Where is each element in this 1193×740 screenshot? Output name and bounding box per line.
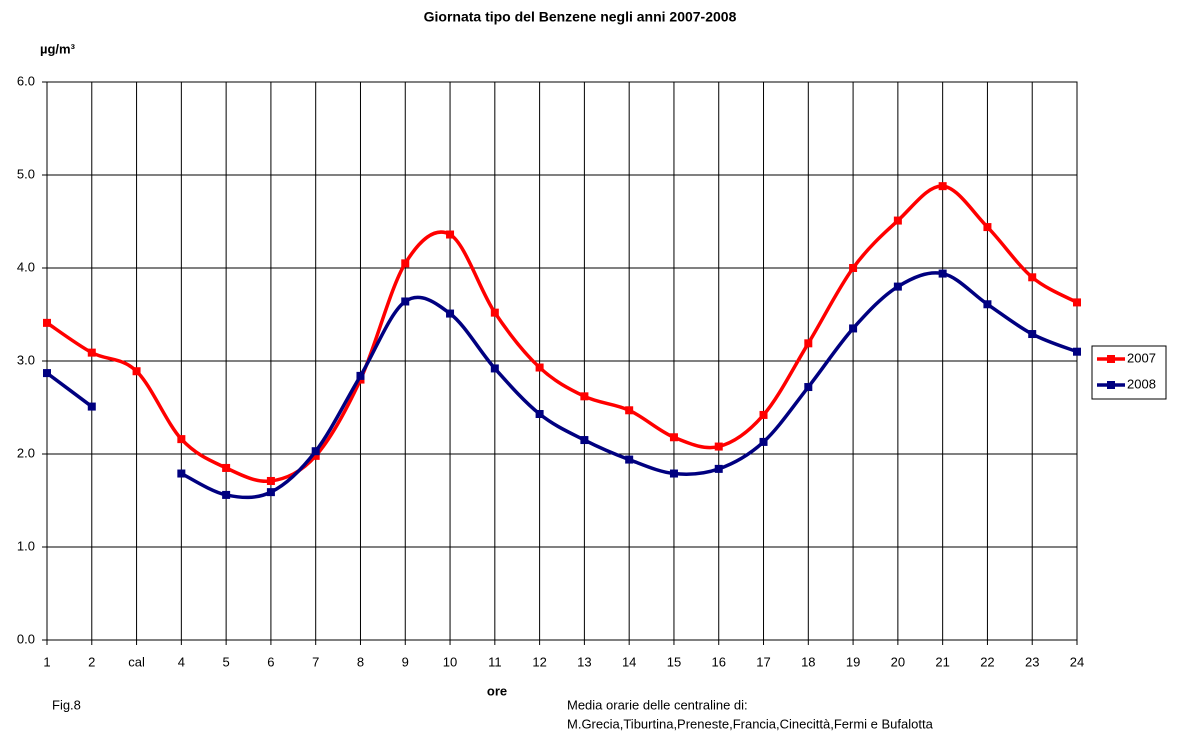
- y-tick-label: 2.0: [17, 445, 35, 460]
- x-tick-label: 6: [267, 654, 274, 669]
- legend-marker: [1107, 355, 1115, 363]
- marker: [625, 406, 634, 415]
- marker: [849, 264, 858, 272]
- legend-label: 2008: [1127, 376, 1156, 391]
- y-tick-label: 3.0: [17, 352, 35, 367]
- marker: [311, 451, 320, 460]
- marker: [983, 223, 992, 232]
- marker: [535, 410, 544, 419]
- marker: [266, 476, 275, 485]
- marker: [401, 297, 410, 306]
- marker: [983, 300, 992, 309]
- marker: [132, 367, 141, 376]
- x-tick-label: 20: [891, 654, 905, 669]
- marker: [714, 442, 723, 451]
- y-tick-label: 4.0: [17, 259, 35, 274]
- marker: [625, 455, 634, 464]
- x-tick-label: 12: [532, 654, 546, 669]
- x-tick-label: 19: [846, 654, 860, 669]
- legend-marker: [1107, 381, 1115, 389]
- x-tick-label: 13: [577, 654, 591, 669]
- note: Media orarie delle centraline di:: [567, 697, 748, 712]
- marker: [1073, 298, 1081, 307]
- chart-title: Giornata tipo del Benzene negli anni 200…: [424, 9, 737, 25]
- x-tick-label: 2: [88, 654, 95, 669]
- figure-label: Fig.8: [52, 697, 81, 712]
- x-tick-label: 15: [667, 654, 681, 669]
- marker: [849, 324, 858, 333]
- x-tick-label: 1: [43, 654, 50, 669]
- marker: [311, 447, 320, 456]
- marker: [446, 309, 455, 318]
- marker: [87, 348, 96, 357]
- marker: [266, 488, 275, 497]
- legend-label: 2007: [1127, 350, 1156, 365]
- x-tick-label: 22: [980, 654, 994, 669]
- y-tick-label: 5.0: [17, 166, 35, 181]
- x-tick-label: 21: [935, 654, 949, 669]
- marker: [401, 259, 410, 268]
- marker: [759, 410, 768, 419]
- x-tick-label: 16: [712, 654, 726, 669]
- x-tick-label: 14: [622, 654, 636, 669]
- x-tick-label: 23: [1025, 654, 1039, 669]
- marker: [43, 318, 51, 327]
- x-tick-label: 7: [312, 654, 319, 669]
- y-tick-label: 1.0: [17, 538, 35, 553]
- y-tick-label: 6.0: [17, 73, 35, 88]
- marker: [1028, 330, 1037, 339]
- x-tick-label: 24: [1070, 654, 1084, 669]
- marker: [669, 433, 678, 442]
- y-tick-label: 0.0: [17, 631, 35, 646]
- marker: [893, 282, 902, 291]
- marker: [1028, 273, 1037, 282]
- x-tick-label: 8: [357, 654, 364, 669]
- marker: [580, 392, 589, 401]
- marker: [804, 339, 813, 348]
- marker: [580, 436, 589, 445]
- marker: [356, 371, 365, 380]
- marker: [893, 216, 902, 225]
- marker: [490, 364, 499, 373]
- marker: [177, 469, 186, 478]
- legend-box: [1091, 345, 1167, 400]
- x-tick-label: 9: [402, 654, 409, 669]
- marker: [714, 464, 723, 473]
- marker: [177, 435, 186, 444]
- marker: [490, 308, 499, 317]
- x-tick-label: 18: [801, 654, 815, 669]
- x-tick-label: 17: [756, 654, 770, 669]
- marker: [938, 182, 947, 191]
- marker: [804, 383, 813, 392]
- x-tick-label: 4: [178, 654, 185, 669]
- x-tick-label: 5: [223, 654, 230, 669]
- x-tick-label: cal: [128, 654, 145, 669]
- x-tick-label: 11: [488, 654, 502, 669]
- marker: [43, 369, 51, 378]
- note: M.Grecia,Tiburtina,Preneste,Francia,Cine…: [567, 716, 934, 731]
- x-tick-label: 10: [443, 654, 457, 669]
- marker: [1073, 347, 1081, 356]
- marker: [669, 469, 678, 478]
- marker: [938, 269, 947, 278]
- marker: [222, 463, 231, 472]
- x-axis-label: ore: [487, 683, 507, 698]
- marker: [535, 363, 544, 372]
- marker: [446, 230, 455, 239]
- y-unit: µg/m³: [40, 41, 76, 56]
- marker: [87, 402, 96, 411]
- marker: [222, 490, 231, 499]
- marker: [759, 437, 768, 446]
